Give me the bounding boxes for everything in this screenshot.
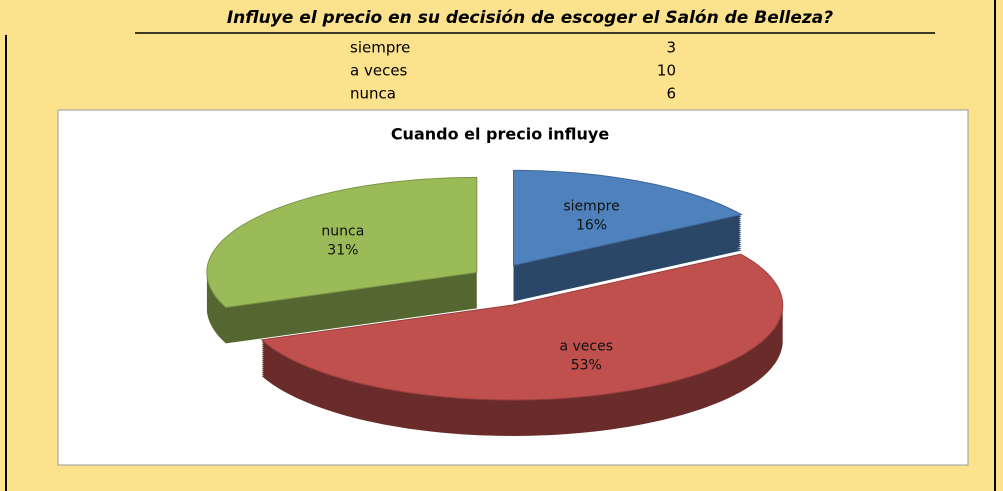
row-value: 3 bbox=[666, 39, 676, 57]
slice-label: siempre bbox=[563, 198, 619, 214]
slice-percent: 53% bbox=[571, 358, 602, 374]
slice-percent: 16% bbox=[576, 217, 607, 233]
table-title: Influye el precio en su decisión de esco… bbox=[227, 8, 833, 28]
chart-title: Cuando el precio influye bbox=[391, 125, 610, 144]
slice bbox=[513, 169, 743, 267]
row-value: 10 bbox=[657, 62, 676, 80]
slice bbox=[206, 176, 478, 308]
row-label: a veces bbox=[350, 62, 408, 80]
slice-percent: 31% bbox=[327, 242, 358, 258]
table-rows: siempre 3 a veces 10 nunca 6 bbox=[350, 39, 676, 103]
row-label: nunca bbox=[350, 85, 396, 103]
row-value: 6 bbox=[666, 85, 676, 103]
slice-label: nunca bbox=[321, 223, 364, 239]
slice bbox=[260, 253, 784, 401]
row-label: siempre bbox=[350, 39, 410, 57]
slice-label: a veces bbox=[559, 339, 613, 355]
